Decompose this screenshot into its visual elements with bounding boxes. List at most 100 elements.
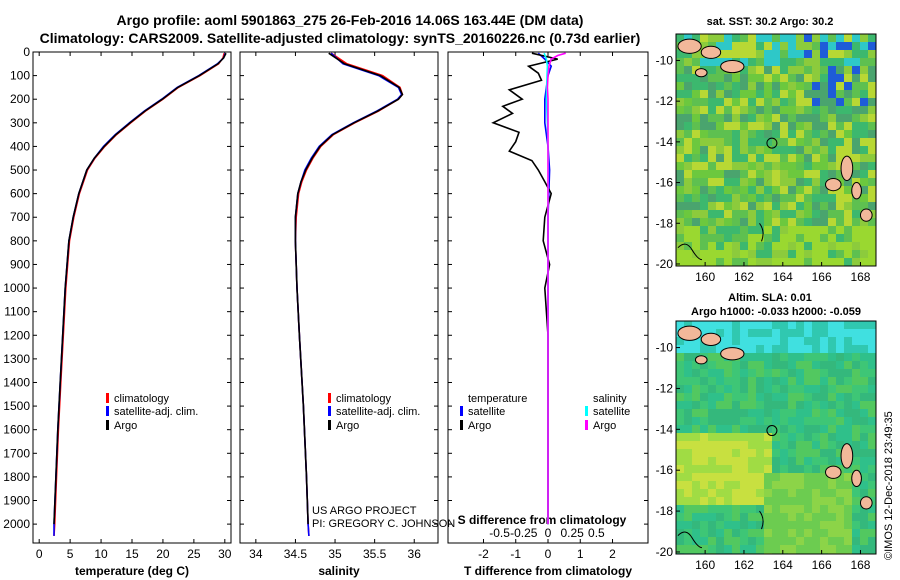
- map-cell: [844, 425, 852, 433]
- map-cell: [700, 138, 708, 146]
- map-cell: [772, 42, 780, 50]
- map-cell: [708, 234, 716, 242]
- map-cell: [692, 409, 700, 417]
- map-cell: [844, 513, 852, 521]
- island-shape: [720, 347, 745, 361]
- map-cell: [852, 385, 860, 393]
- map-cell: [724, 385, 732, 393]
- map-cell: [716, 34, 724, 42]
- map-cell: [724, 242, 732, 250]
- map-cell: [772, 34, 780, 42]
- map-cell: [804, 409, 812, 417]
- map-cell: [748, 66, 756, 74]
- map-cell: [740, 433, 748, 441]
- map-cell: [748, 162, 756, 170]
- map-cell: [772, 473, 780, 481]
- map-x-tick-label: 166: [812, 270, 832, 284]
- map-cell: [836, 545, 844, 553]
- map-cell: [868, 353, 876, 361]
- map-cell: [860, 74, 868, 82]
- map-cell: [716, 234, 724, 242]
- map-cell: [676, 481, 684, 489]
- map-cell: [860, 321, 868, 329]
- map-cell: [772, 82, 780, 90]
- island-shape: [851, 469, 862, 488]
- map-cell: [812, 377, 820, 385]
- map-cell: [684, 154, 692, 162]
- map-cell: [852, 401, 860, 409]
- map-cell: [820, 497, 828, 505]
- map-cell: [868, 82, 876, 90]
- map-cell: [788, 401, 796, 409]
- map-cell: [796, 521, 804, 529]
- map-cell: [748, 114, 756, 122]
- map-cell: [772, 409, 780, 417]
- map-cell: [788, 497, 796, 505]
- map-cell: [852, 337, 860, 345]
- map-cell: [756, 138, 764, 146]
- map-cell: [828, 481, 836, 489]
- map-cell: [796, 497, 804, 505]
- map-cell: [868, 98, 876, 106]
- map-cell: [868, 42, 876, 50]
- map-cell: [764, 226, 772, 234]
- map-cell: [828, 329, 836, 337]
- map-cell: [828, 545, 836, 553]
- map-cell: [860, 409, 868, 417]
- map-cell: [724, 329, 732, 337]
- map-cell: [844, 138, 852, 146]
- map-cell: [788, 250, 796, 258]
- map-cell: [844, 234, 852, 242]
- map-cell: [812, 481, 820, 489]
- map-cell: [820, 250, 828, 258]
- map-cell: [716, 42, 724, 50]
- map-cell: [820, 50, 828, 58]
- map-cell: [692, 521, 700, 529]
- map-cell: [684, 457, 692, 465]
- map-cell: [852, 58, 860, 66]
- map-cell: [828, 130, 836, 138]
- map-cell: [724, 82, 732, 90]
- map-cell: [804, 186, 812, 194]
- map-cell: [716, 146, 724, 154]
- difference-panel: -2 -1 0 1 2T difference from climatology-0.5…: [447, 51, 649, 578]
- map-cell: [836, 513, 844, 521]
- map-cell: [764, 170, 772, 178]
- map-cell: [692, 162, 700, 170]
- map-cell: [852, 409, 860, 417]
- map-cell: [796, 345, 804, 353]
- map-cell: [700, 377, 708, 385]
- map-cell: [844, 369, 852, 377]
- map-cell: [716, 122, 724, 130]
- map-cell: [740, 441, 748, 449]
- map-cell: [692, 226, 700, 234]
- map-cell: [772, 138, 780, 146]
- map-cell: [772, 505, 780, 513]
- map-cell: [748, 537, 756, 545]
- map-cell: [676, 513, 684, 521]
- map-cell: [716, 361, 724, 369]
- map-cell: [860, 529, 868, 537]
- map-cell: [724, 170, 732, 178]
- map-cell: [788, 210, 796, 218]
- map-cell: [860, 226, 868, 234]
- map-cell: [676, 202, 684, 210]
- map-cell: [868, 74, 876, 82]
- depth-contour: [677, 531, 703, 549]
- map-cell: [772, 146, 780, 154]
- map-cell: [692, 106, 700, 114]
- map-cell: [692, 417, 700, 425]
- map-cell: [828, 74, 836, 82]
- map-cell: [796, 401, 804, 409]
- map-cell: [700, 481, 708, 489]
- y-tick-label: 1100: [4, 305, 30, 319]
- map-cell: [868, 369, 876, 377]
- map-cell: [796, 42, 804, 50]
- map-cell: [716, 393, 724, 401]
- map-cell: [812, 385, 820, 393]
- island-shape: [859, 496, 873, 510]
- map-cell: [740, 210, 748, 218]
- map-cell: [828, 146, 836, 154]
- x-tick-label: 0: [545, 547, 552, 561]
- y-tick-label: 1500: [3, 399, 30, 413]
